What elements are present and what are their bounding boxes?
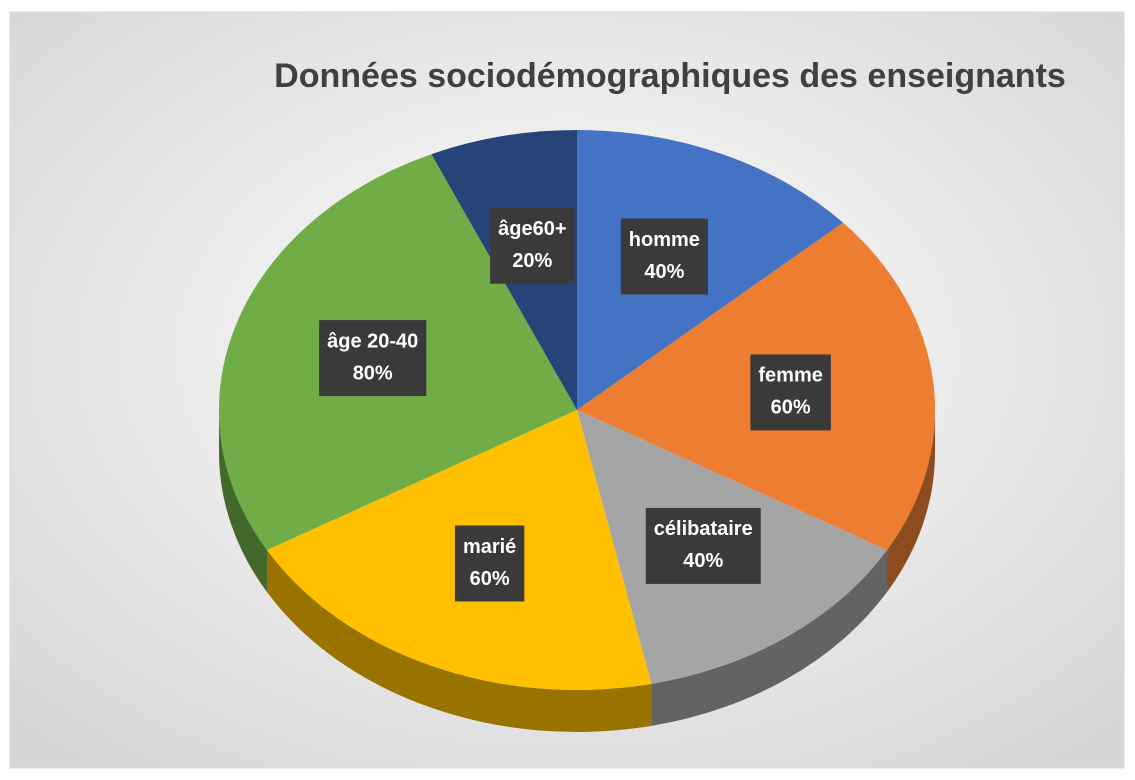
slice-side xyxy=(219,410,267,592)
slice-side xyxy=(887,410,935,592)
data-label-value: 20% xyxy=(512,250,552,272)
data-label-box xyxy=(454,525,525,602)
data-label-category: célibataire xyxy=(654,518,753,540)
data-label-value: 60% xyxy=(470,568,510,590)
data-label-box xyxy=(490,207,575,284)
data-label-value: 40% xyxy=(644,261,684,283)
data-label-box xyxy=(750,354,831,431)
data-label-value: 40% xyxy=(683,550,723,572)
data-label-value: 80% xyxy=(353,362,393,384)
data-label-box xyxy=(645,507,761,584)
pie-slice xyxy=(577,130,844,410)
chart-title: Données sociodémographiques des enseigna… xyxy=(274,57,1066,95)
data-label-box xyxy=(620,218,708,295)
data-label-category: marié xyxy=(463,536,516,558)
data-label-category: âge60+ xyxy=(498,218,566,240)
slice-side xyxy=(651,550,888,726)
data-label-box xyxy=(319,320,427,397)
data-label-category: homme xyxy=(629,229,700,251)
data-label-value: 60% xyxy=(771,397,811,419)
data-label-category: femme xyxy=(758,365,822,387)
slice-side xyxy=(266,550,652,733)
data-label-category: âge 20-40 xyxy=(327,330,418,352)
